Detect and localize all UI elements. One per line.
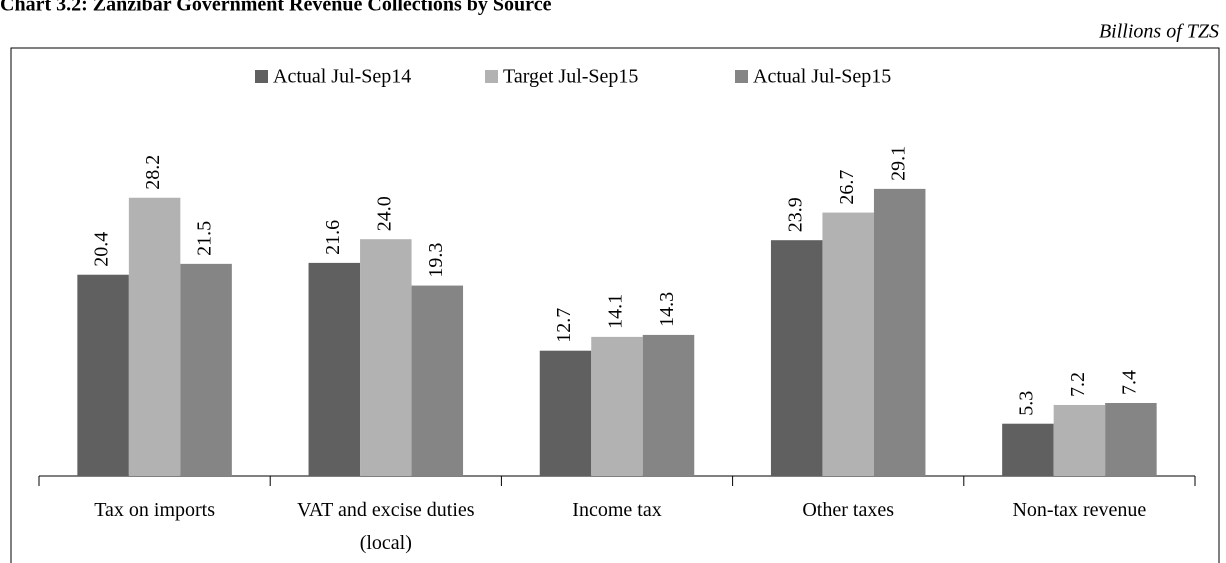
- data-label: 12.7: [553, 308, 575, 343]
- x-tick-label: Tax on imports: [94, 499, 215, 521]
- data-label: 7.4: [1118, 370, 1140, 395]
- data-label: 5.3: [1015, 391, 1037, 416]
- data-label: 14.1: [605, 294, 627, 329]
- data-label: 23.9: [784, 197, 806, 232]
- x-tick-label: Non-tax revenue: [1012, 499, 1147, 521]
- bar: [1002, 423, 1054, 476]
- bar: [1105, 402, 1157, 476]
- chart-title: Chart 3.2: Zanzibar Government Revenue C…: [0, 0, 552, 16]
- bar: [77, 274, 129, 476]
- bar: [128, 197, 181, 476]
- bar: [1053, 404, 1106, 476]
- bar: [873, 188, 926, 476]
- data-label: 19.3: [425, 243, 447, 278]
- x-tick-label: Other taxes: [802, 499, 894, 521]
- legend-swatch: [255, 70, 268, 83]
- bar: [591, 336, 643, 476]
- bar: [308, 262, 361, 476]
- frame: [10, 47, 1220, 563]
- legend-label: Actual Jul-Sep14: [273, 66, 411, 88]
- bar: [411, 285, 464, 476]
- data-label: 20.4: [91, 232, 113, 267]
- x-tick-label: Income tax: [572, 499, 662, 521]
- bar: [539, 350, 592, 476]
- legend-swatch: [735, 70, 748, 83]
- data-label: 29.1: [887, 146, 909, 181]
- unit-label: Billions of TZS: [1099, 21, 1219, 43]
- x-tick-label: VAT and excise duties (local): [297, 499, 475, 554]
- bar: [360, 239, 412, 476]
- bar: [642, 334, 695, 476]
- data-label: 7.2: [1067, 372, 1089, 397]
- data-label: 14.3: [656, 292, 678, 327]
- data-label: 26.7: [836, 170, 858, 205]
- data-label: 24.0: [373, 196, 395, 231]
- bar: [822, 212, 874, 476]
- data-label: 21.5: [194, 221, 216, 256]
- bar: [770, 240, 823, 476]
- legend-label: Target Jul-Sep15: [503, 66, 638, 88]
- data-label: 28.2: [142, 155, 164, 190]
- legend-label: Actual Jul-Sep15: [753, 66, 891, 88]
- bar: [180, 263, 232, 476]
- legend-swatch: [485, 70, 498, 83]
- data-label: 21.6: [322, 220, 344, 255]
